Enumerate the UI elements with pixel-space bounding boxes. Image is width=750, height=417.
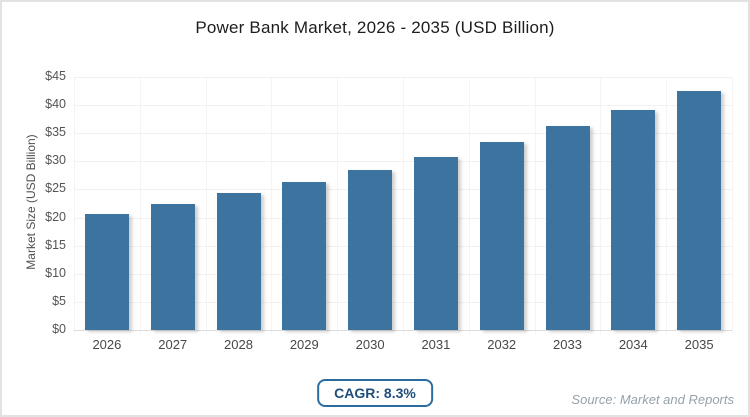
y-axis-tick-labels: $0 $5 $10 $15 $20 $25 $30 $35 $40 $45: [2, 69, 66, 336]
gridline-horizontal: [74, 105, 732, 107]
gridline-horizontal: [74, 217, 732, 219]
x-tick-label-2034: 2034: [618, 337, 648, 352]
bar-2028: [216, 193, 261, 330]
x-tick-label-2030: 2030: [355, 337, 385, 352]
y-tick-label: $20: [45, 209, 66, 224]
gridline-vertical: [732, 77, 733, 334]
bar-2035: [677, 91, 722, 330]
gridline-horizontal: [74, 189, 732, 191]
x-tick-label-2027: 2027: [158, 337, 188, 352]
bar-2030: [348, 169, 393, 330]
bar-2032: [479, 142, 524, 330]
y-tick-label: $15: [45, 237, 66, 252]
plot-area: 2026 2027 2028 2029 2030 2031 2032 2033 2034 2035: [74, 77, 733, 352]
gridline-vertical: [534, 77, 536, 334]
x-tick-label-2026: 2026: [92, 337, 122, 352]
y-tick-label: $25: [45, 181, 66, 196]
gridline-horizontal: [74, 273, 732, 275]
bar-2026: [84, 213, 129, 330]
y-tick-label: $10: [45, 265, 66, 280]
gridline-vertical: [74, 77, 75, 334]
chart-title: Power Bank Market, 2026 - 2035 (USD Bill…: [195, 18, 555, 37]
gridline-vertical: [271, 77, 273, 334]
y-tick-label: $40: [45, 97, 66, 112]
gridline-vertical: [666, 77, 668, 334]
gridline-horizontal: [74, 301, 732, 303]
gridline-vertical: [139, 77, 141, 334]
gridline-vertical: [403, 77, 404, 334]
cagr-badge: CAGR: 8.3%: [317, 379, 433, 407]
x-tick-label-2031: 2031: [421, 337, 451, 352]
x-axis-baseline: [74, 330, 732, 331]
x-tick-label-2032: 2032: [487, 337, 517, 352]
x-tick-label-2033: 2033: [553, 337, 582, 352]
y-tick-label: $45: [45, 69, 66, 83]
y-tick-label: $30: [45, 153, 66, 168]
gridline-vertical: [337, 77, 339, 334]
y-tick-label: $0: [52, 322, 66, 336]
bar-2027: [150, 204, 195, 330]
gridline-vertical: [468, 77, 470, 334]
x-tick-label-2028: 2028: [224, 337, 253, 352]
bar-2034: [611, 109, 656, 330]
gridline-horizontal: [74, 245, 732, 247]
y-tick-label: $35: [45, 125, 66, 140]
gridline-vertical: [205, 77, 207, 334]
x-tick-label-2035: 2035: [684, 337, 714, 352]
gridline-horizontal: [74, 133, 732, 135]
x-tick-label-2029: 2029: [289, 337, 319, 352]
gridline-horizontal: [74, 161, 732, 163]
bar-2029: [282, 182, 327, 330]
source-note: Source: Market and Reports: [571, 392, 734, 407]
bar-2033: [545, 126, 590, 330]
y-tick-label: $5: [52, 293, 66, 308]
gridline-horizontal: [74, 77, 732, 78]
bar-2031: [413, 156, 458, 330]
gridline-vertical: [600, 77, 602, 334]
